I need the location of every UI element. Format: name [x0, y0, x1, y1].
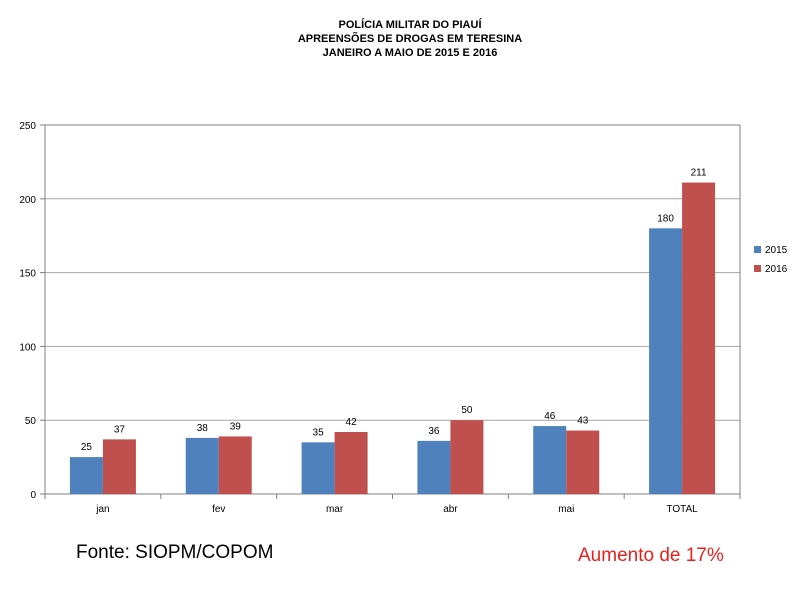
source-note: Fonte: SIOPM/COPOM: [76, 542, 274, 563]
legend-label-2015: 2015: [765, 245, 788, 256]
data-label: 38: [197, 423, 209, 434]
data-label: 37: [114, 424, 126, 435]
chart-title: POLÍCIA MILITAR DO PIAUÍ APREENSÕES DE D…: [0, 18, 800, 60]
bar-2016-jan: [102, 439, 136, 494]
y-tick-label: 100: [19, 342, 36, 353]
bar-2016-abr: [450, 420, 484, 494]
x-tick-label: TOTAL: [666, 504, 698, 515]
y-tick-label: 200: [19, 195, 36, 206]
y-tick-label: 0: [30, 490, 36, 501]
chart-title-line-2: APREENSÕES DE DROGAS EM TERESINA: [297, 33, 523, 45]
data-label: 46: [544, 411, 556, 422]
bar-2016-TOTAL: [682, 182, 716, 494]
data-label: 50: [461, 405, 473, 416]
increase-note: Aumento de 17%: [578, 545, 724, 566]
legend-swatch-2015: [754, 246, 761, 253]
x-tick-label: fev: [212, 504, 225, 515]
x-tick-label: mar: [326, 504, 344, 515]
y-tick-label: 150: [19, 269, 36, 280]
bar-2015-jan: [69, 457, 103, 494]
data-label: 25: [81, 442, 93, 453]
plot-area-border: [44, 124, 741, 495]
chart-title-line-1: POLÍCIA MILITAR DO PIAUÍ: [338, 19, 482, 31]
legend-label-2016: 2016: [765, 264, 788, 275]
bar-2015-abr: [417, 440, 451, 494]
y-tick-label: 50: [25, 416, 37, 427]
bar-2016-mai: [566, 430, 600, 494]
data-label: 180: [657, 213, 674, 224]
bar-2016-fev: [218, 436, 252, 494]
data-label: 39: [230, 421, 242, 432]
bar-2015-TOTAL: [649, 228, 683, 494]
bar-2015-mai: [533, 426, 567, 494]
x-tick-label: abr: [443, 504, 458, 515]
bar-2015-fev: [185, 437, 219, 494]
legend-swatch-2016: [754, 265, 761, 272]
y-tick-label: 250: [19, 121, 36, 132]
data-label: 43: [577, 416, 589, 427]
data-label: 211: [691, 168, 707, 179]
data-label: 36: [428, 426, 440, 437]
chart-title-line-3: JANEIRO A MAIO DE 2015 E 2016: [322, 47, 498, 59]
x-tick-label: mai: [558, 504, 574, 515]
bar-2015-mar: [301, 442, 335, 494]
bar-2016-mar: [334, 432, 368, 494]
data-label: 35: [313, 427, 325, 438]
data-label: 42: [346, 417, 358, 428]
x-tick-label: jan: [95, 504, 109, 515]
